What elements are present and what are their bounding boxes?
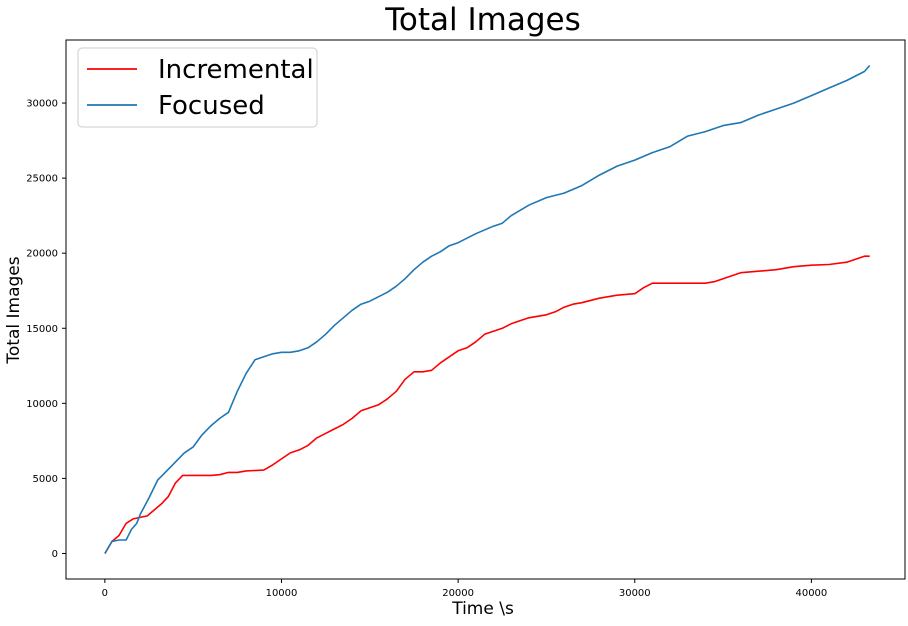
chart-title: Total Images (384, 2, 581, 38)
series-line-incremental (104, 255, 870, 554)
axis-ticks: 0 10000 20000 30000 40000 0 5000 10000 15000 2000… (26, 99, 827, 599)
legend-label-focused: Focused (158, 91, 265, 121)
y-tick-label: 15000 (26, 324, 58, 335)
y-tick-label: 30000 (26, 99, 58, 110)
plot-frame (65, 39, 906, 580)
series-layer (104, 64, 871, 554)
y-tick-label: 25000 (26, 174, 58, 185)
legend-label-incremental: Incremental (158, 55, 314, 85)
x-tick-label: 40000 (795, 588, 827, 599)
x-axis-label: Time \s (451, 599, 514, 619)
x-tick-label: 0 (102, 588, 108, 599)
y-tick-label: 0 (52, 549, 58, 560)
y-tick-label: 5000 (33, 474, 58, 485)
series-line-focused (104, 64, 871, 554)
x-tick-label: 20000 (442, 588, 474, 599)
legend-box (77, 47, 318, 128)
y-axis-label: Total Images (4, 256, 24, 364)
legend: Incremental Focused (77, 47, 318, 128)
y-tick-label: 10000 (26, 399, 58, 410)
x-tick-label: 10000 (266, 588, 298, 599)
y-tick-label: 20000 (26, 249, 58, 260)
x-tick-label: 30000 (619, 588, 651, 599)
